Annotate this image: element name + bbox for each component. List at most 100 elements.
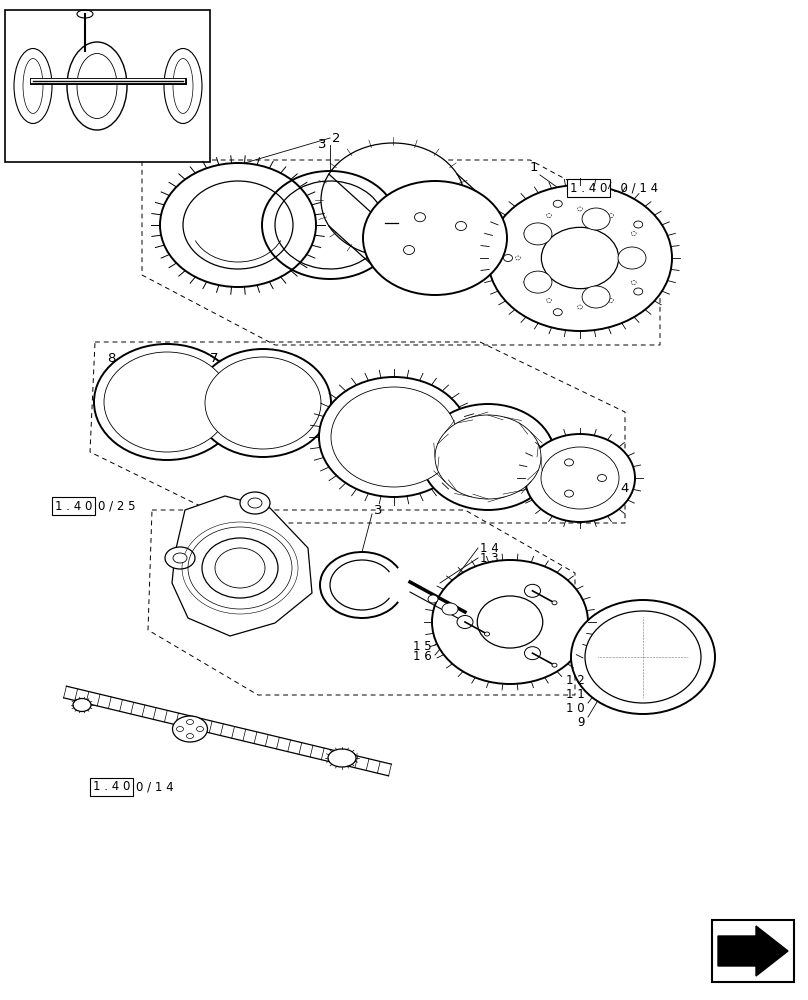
Text: 1 0: 1 0 xyxy=(566,702,585,714)
Ellipse shape xyxy=(187,734,193,738)
Ellipse shape xyxy=(415,213,426,222)
Ellipse shape xyxy=(524,647,541,660)
Ellipse shape xyxy=(195,349,331,457)
Ellipse shape xyxy=(524,280,528,284)
Ellipse shape xyxy=(73,698,91,712)
Polygon shape xyxy=(172,496,312,636)
Ellipse shape xyxy=(442,603,458,615)
Ellipse shape xyxy=(582,286,610,308)
Ellipse shape xyxy=(546,214,552,218)
Ellipse shape xyxy=(321,143,465,257)
Ellipse shape xyxy=(421,404,555,510)
Text: 4: 4 xyxy=(620,482,629,494)
Ellipse shape xyxy=(524,223,552,245)
Ellipse shape xyxy=(553,200,562,207)
Ellipse shape xyxy=(608,214,613,218)
Text: 6: 6 xyxy=(454,468,462,481)
Ellipse shape xyxy=(565,490,574,497)
Ellipse shape xyxy=(582,208,610,230)
Ellipse shape xyxy=(585,611,701,703)
Ellipse shape xyxy=(456,222,466,231)
Ellipse shape xyxy=(608,298,613,302)
Ellipse shape xyxy=(248,498,262,508)
Ellipse shape xyxy=(639,256,645,260)
Ellipse shape xyxy=(633,288,642,295)
Ellipse shape xyxy=(432,560,588,684)
Ellipse shape xyxy=(428,595,438,603)
Ellipse shape xyxy=(541,227,619,289)
Ellipse shape xyxy=(597,475,607,482)
Ellipse shape xyxy=(435,415,541,499)
Text: . 0 / 1 4: . 0 / 1 4 xyxy=(612,182,658,194)
Ellipse shape xyxy=(165,547,195,569)
Ellipse shape xyxy=(183,181,293,269)
Ellipse shape xyxy=(541,447,619,509)
Text: 5: 5 xyxy=(590,466,599,479)
Text: 7: 7 xyxy=(209,353,218,365)
Ellipse shape xyxy=(215,580,225,588)
Ellipse shape xyxy=(215,548,225,556)
Bar xyxy=(712,920,794,982)
Ellipse shape xyxy=(633,221,642,228)
Ellipse shape xyxy=(104,352,230,452)
Ellipse shape xyxy=(631,280,636,284)
Ellipse shape xyxy=(403,245,415,254)
Ellipse shape xyxy=(205,357,321,449)
Ellipse shape xyxy=(485,632,490,636)
Ellipse shape xyxy=(631,232,636,235)
Text: 2: 2 xyxy=(332,131,340,144)
Ellipse shape xyxy=(202,538,278,598)
Ellipse shape xyxy=(546,298,552,302)
Polygon shape xyxy=(718,926,788,976)
Ellipse shape xyxy=(503,254,512,261)
Text: 3: 3 xyxy=(374,504,382,516)
Ellipse shape xyxy=(571,600,715,714)
Ellipse shape xyxy=(255,580,265,588)
Ellipse shape xyxy=(457,615,473,629)
Text: 1: 1 xyxy=(529,161,538,174)
Ellipse shape xyxy=(552,601,557,605)
Ellipse shape xyxy=(488,185,672,331)
Ellipse shape xyxy=(363,181,507,295)
Ellipse shape xyxy=(196,726,204,732)
Ellipse shape xyxy=(618,247,646,269)
Text: 8: 8 xyxy=(107,353,116,365)
Text: 1 . 4 0: 1 . 4 0 xyxy=(55,499,92,512)
Text: 9: 9 xyxy=(578,716,585,728)
Text: 0 / 2 5: 0 / 2 5 xyxy=(98,499,135,512)
Text: 1 . 4 0: 1 . 4 0 xyxy=(93,780,130,794)
Ellipse shape xyxy=(172,716,208,742)
Ellipse shape xyxy=(524,271,552,293)
Ellipse shape xyxy=(565,459,574,466)
Ellipse shape xyxy=(553,309,562,316)
Ellipse shape xyxy=(160,163,316,287)
Ellipse shape xyxy=(331,387,457,487)
Ellipse shape xyxy=(255,548,265,556)
Text: 1 1: 1 1 xyxy=(566,688,585,700)
Ellipse shape xyxy=(173,553,187,563)
Ellipse shape xyxy=(319,377,469,497)
Ellipse shape xyxy=(94,344,240,460)
Ellipse shape xyxy=(478,596,543,648)
Ellipse shape xyxy=(328,749,356,767)
Ellipse shape xyxy=(524,584,541,597)
Bar xyxy=(5,10,210,162)
Ellipse shape xyxy=(516,256,520,260)
Text: 1 2: 1 2 xyxy=(566,674,585,686)
Ellipse shape xyxy=(552,663,557,667)
Text: 0 / 1 4: 0 / 1 4 xyxy=(136,780,173,794)
Ellipse shape xyxy=(578,305,583,309)
Ellipse shape xyxy=(525,434,635,522)
Ellipse shape xyxy=(524,232,528,235)
Text: 1 6: 1 6 xyxy=(413,650,432,664)
Text: 1 3: 1 3 xyxy=(480,552,499,564)
Text: 1 . 4 0: 1 . 4 0 xyxy=(570,182,608,194)
Text: 1 5: 1 5 xyxy=(414,641,432,654)
Ellipse shape xyxy=(176,726,183,732)
Text: 1 4: 1 4 xyxy=(480,542,499,554)
Ellipse shape xyxy=(187,720,193,724)
Ellipse shape xyxy=(240,492,270,514)
Text: 3: 3 xyxy=(318,138,326,151)
Ellipse shape xyxy=(215,548,265,588)
Ellipse shape xyxy=(578,207,583,211)
